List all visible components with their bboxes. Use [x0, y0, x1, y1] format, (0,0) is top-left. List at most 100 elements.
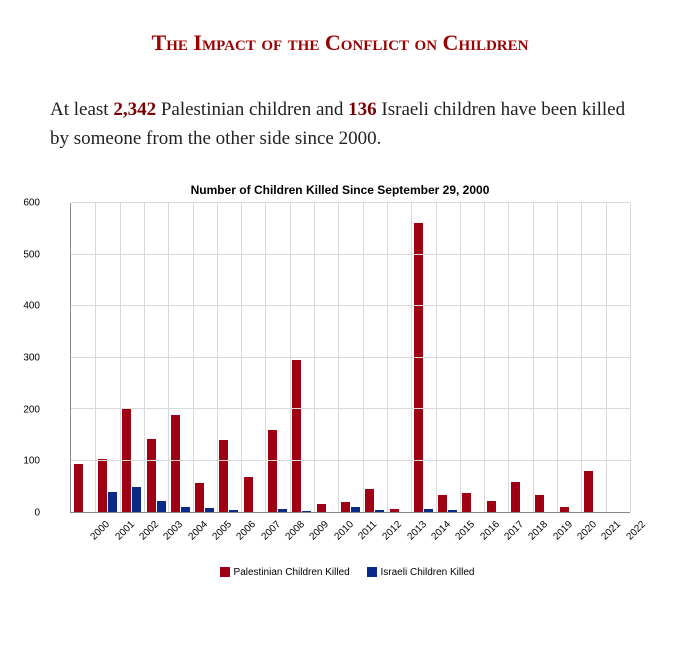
bar-israeli — [132, 487, 141, 512]
h-gridline — [71, 202, 630, 203]
chart-title: Number of Children Killed Since Septembe… — [30, 183, 650, 197]
h-gridline — [71, 305, 630, 306]
intro-mid1: Palestinian children and — [156, 99, 348, 120]
x-tick-label: 2004 — [167, 513, 191, 563]
x-tick-label: 2009 — [289, 513, 313, 563]
bar-group — [338, 203, 362, 512]
x-tick-label: 2007 — [240, 513, 264, 563]
bar-group — [387, 203, 411, 512]
v-gridline — [460, 203, 461, 512]
bar-palestinian — [74, 464, 83, 512]
x-tick-label: 2020 — [557, 513, 581, 563]
x-tick-label: 2019 — [533, 513, 557, 563]
bar-group — [265, 203, 289, 512]
bar-group — [435, 203, 459, 512]
bar-group — [460, 203, 484, 512]
v-gridline — [411, 203, 412, 512]
bar-palestinian — [219, 440, 228, 512]
plot-area — [70, 203, 630, 513]
bar-palestinian — [560, 507, 569, 512]
h-gridline — [71, 408, 630, 409]
x-tick-label: 2014 — [411, 513, 435, 563]
bar-palestinian — [390, 509, 399, 512]
bar-group — [581, 203, 605, 512]
legend-label-palestinian: Palestinian Children Killed — [234, 567, 350, 578]
x-tick-label: 2005 — [192, 513, 216, 563]
y-tick-label: 400 — [12, 301, 40, 312]
v-gridline — [193, 203, 194, 512]
v-gridline — [508, 203, 509, 512]
v-gridline — [120, 203, 121, 512]
v-gridline — [557, 203, 558, 512]
bar-palestinian — [535, 495, 544, 512]
v-gridline — [533, 203, 534, 512]
bar-palestinian — [487, 501, 496, 512]
bar-palestinian — [462, 493, 471, 512]
x-tick-label: 2021 — [581, 513, 605, 563]
bar-palestinian — [438, 495, 447, 512]
intro-paragraph: At least 2,342 Palestinian children and … — [50, 96, 630, 153]
v-gridline — [387, 203, 388, 512]
x-axis: 2000200120022003200420052006200720082009… — [70, 513, 630, 563]
legend-label-israeli: Israeli Children Killed — [381, 567, 475, 578]
y-tick-label: 300 — [12, 353, 40, 364]
bar-israeli — [278, 509, 287, 512]
x-tick-label: 2006 — [216, 513, 240, 563]
bar-group — [484, 203, 508, 512]
chart-area: 0100200300400500600 20002001200220032004… — [70, 203, 630, 563]
y-tick-label: 200 — [12, 404, 40, 415]
intro-num-palestinian: 2,342 — [113, 99, 156, 120]
y-tick-label: 100 — [12, 456, 40, 467]
bar-israeli — [205, 508, 214, 512]
bar-palestinian — [244, 477, 253, 512]
v-gridline — [144, 203, 145, 512]
bar-group — [168, 203, 192, 512]
bar-israeli — [108, 492, 117, 512]
bar-group — [533, 203, 557, 512]
bar-palestinian — [341, 502, 350, 512]
bar-palestinian — [365, 489, 374, 512]
x-tick-label: 2001 — [94, 513, 118, 563]
x-tick-label: 2000 — [70, 513, 94, 563]
bar-group — [192, 203, 216, 512]
v-gridline — [363, 203, 364, 512]
legend: Palestinian Children Killed Israeli Chil… — [30, 567, 650, 578]
v-gridline — [606, 203, 607, 512]
bar-group — [363, 203, 387, 512]
v-gridline — [314, 203, 315, 512]
bar-group — [557, 203, 581, 512]
bar-israeli — [424, 509, 433, 512]
x-tick-label: 2003 — [143, 513, 167, 563]
x-tick-label: 2010 — [313, 513, 337, 563]
legend-swatch-palestinian — [220, 567, 230, 577]
bar-israeli — [229, 510, 238, 512]
bar-israeli — [351, 507, 360, 512]
v-gridline — [217, 203, 218, 512]
bar-group — [217, 203, 241, 512]
bar-israeli — [375, 510, 384, 512]
page-title: The Impact of the Conflict on Children — [30, 30, 650, 56]
bar-group — [290, 203, 314, 512]
v-gridline — [290, 203, 291, 512]
v-gridline — [630, 203, 631, 512]
bar-israeli — [157, 501, 166, 512]
v-gridline — [241, 203, 242, 512]
h-gridline — [71, 460, 630, 461]
y-tick-label: 600 — [12, 198, 40, 209]
intro-num-israeli: 136 — [348, 99, 377, 120]
bar-group — [606, 203, 630, 512]
bar-palestinian — [195, 483, 204, 512]
v-gridline — [436, 203, 437, 512]
bars-container — [71, 203, 630, 512]
x-tick-label: 2022 — [606, 513, 630, 563]
h-gridline — [71, 254, 630, 255]
y-tick-label: 500 — [12, 249, 40, 260]
x-tick-label: 2012 — [362, 513, 386, 563]
x-tick-label: 2002 — [119, 513, 143, 563]
bar-palestinian — [511, 482, 520, 512]
bar-palestinian — [171, 415, 180, 512]
bar-palestinian — [292, 360, 301, 512]
bar-palestinian — [98, 459, 107, 512]
v-gridline — [338, 203, 339, 512]
bar-israeli — [181, 507, 190, 512]
